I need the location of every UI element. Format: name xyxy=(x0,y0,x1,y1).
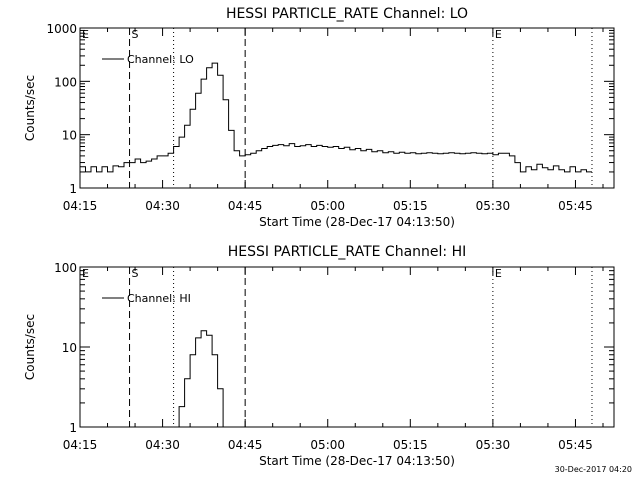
legend-label: Channel: LO xyxy=(127,53,194,66)
plot-frame xyxy=(79,27,615,189)
y-tick-label: 10 xyxy=(62,341,77,355)
x-tick-label: 05:30 xyxy=(476,199,511,213)
legend-label: Channel: HI xyxy=(127,292,191,305)
series-line xyxy=(173,330,224,427)
series-line xyxy=(80,62,592,173)
y-axis-label: Counts/sec xyxy=(23,314,37,380)
footer-timestamp: 30-Dec-2017 04:20 xyxy=(554,465,632,474)
x-axis-label: Start Time (28-Dec-17 04:13:50) xyxy=(259,454,455,468)
chart-title: HESSI PARTICLE_RATE Channel: LO xyxy=(226,6,468,22)
x-tick-label: 05:15 xyxy=(393,199,428,213)
y-tick-label: 10 xyxy=(62,129,77,143)
x-tick-label: 04:15 xyxy=(63,199,98,213)
event-marker-label: E xyxy=(495,267,502,280)
y-tick-label: 100 xyxy=(54,261,77,275)
event-marker-label: S xyxy=(132,28,139,41)
x-tick-label: 04:30 xyxy=(145,199,180,213)
x-tick-label: 04:45 xyxy=(228,438,263,452)
chart-panel-1: HESSI PARTICLE_RATE Channel: LO 1 10 100 100… xyxy=(23,6,615,229)
event-marker-label: E xyxy=(495,28,502,41)
y-tick-label: 1 xyxy=(69,182,77,196)
x-tick-label: 05:15 xyxy=(393,438,428,452)
x-tick-label: 05:45 xyxy=(558,438,593,452)
x-tick-label: 05:30 xyxy=(476,438,511,452)
plot-frame xyxy=(79,266,615,428)
y-tick-label: 100 xyxy=(54,75,77,89)
x-tick-label: 04:30 xyxy=(145,438,180,452)
x-tick-label: 04:15 xyxy=(63,438,98,452)
y-tick-label: 1000 xyxy=(46,22,77,36)
y-tick-label: 1 xyxy=(69,421,77,435)
x-tick-label: 05:00 xyxy=(310,438,345,452)
chart-panel-2: HESSI PARTICLE_RATE Channel: HI 1 10 100 04:… xyxy=(23,244,615,468)
x-tick-label: 05:00 xyxy=(310,199,345,213)
x-axis-label: Start Time (28-Dec-17 04:13:50) xyxy=(259,215,455,229)
x-tick-label: 05:45 xyxy=(558,199,593,213)
y-axis-label: Counts/sec xyxy=(23,75,37,141)
event-marker-label: E xyxy=(82,28,89,41)
chart-title: HESSI PARTICLE_RATE Channel: HI xyxy=(228,244,466,260)
event-marker-label: S xyxy=(132,267,139,280)
event-marker-label: E xyxy=(82,267,89,280)
x-tick-label: 04:45 xyxy=(228,199,263,213)
